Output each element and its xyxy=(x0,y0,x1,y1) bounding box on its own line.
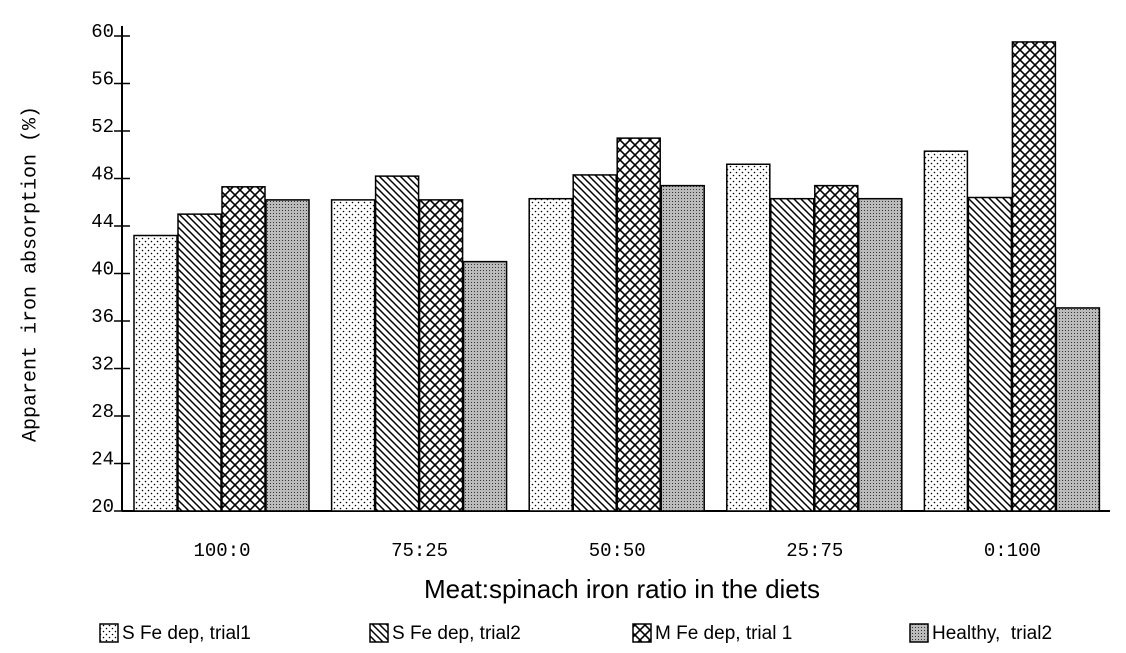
bar xyxy=(814,184,859,512)
bar xyxy=(462,260,508,512)
bar xyxy=(858,197,903,512)
x-tick-label: 75:25 xyxy=(391,540,448,562)
x-tick-label: 0:100 xyxy=(984,540,1041,562)
bar xyxy=(572,174,617,512)
bar xyxy=(528,197,573,512)
legend-label: S Fe dep, trial2 xyxy=(392,623,521,644)
bar xyxy=(1055,307,1101,512)
bar xyxy=(967,196,1013,512)
bar xyxy=(418,199,464,512)
x-axis-label: Meat:spinach iron ratio in the diets xyxy=(424,574,820,604)
bar xyxy=(660,184,705,512)
bar xyxy=(770,197,815,512)
y-tick-label: 56 xyxy=(91,69,114,91)
y-tick-label: 28 xyxy=(91,401,114,423)
bar xyxy=(1011,41,1057,512)
x-tick-label: 50:50 xyxy=(589,540,646,562)
y-tick-label: 36 xyxy=(91,306,114,328)
bar xyxy=(221,186,266,512)
x-tick-label: 25:75 xyxy=(786,540,843,562)
bar xyxy=(265,199,310,512)
y-tick-label: 40 xyxy=(91,259,114,281)
bar xyxy=(374,175,420,512)
x-tick-label: 100:0 xyxy=(193,540,250,562)
legend-label: S Fe dep, trial1 xyxy=(122,623,251,644)
y-tick-label: 32 xyxy=(91,354,114,376)
legend-swatch xyxy=(632,623,652,643)
bar xyxy=(616,137,661,512)
bar xyxy=(177,213,222,512)
legend-swatch xyxy=(99,623,119,643)
bar xyxy=(133,234,178,512)
y-tick-label: 24 xyxy=(91,449,114,471)
y-axis-label: Apparent iron absorption (%) xyxy=(19,106,42,442)
y-tick-label: 20 xyxy=(91,496,114,518)
y-tick-label: 44 xyxy=(91,211,114,233)
y-tick-label: 48 xyxy=(91,164,114,186)
bar xyxy=(330,199,376,512)
y-tick-label: 52 xyxy=(91,116,114,138)
legend-label: M Fe dep, trial 1 xyxy=(655,623,792,644)
bar xyxy=(923,150,969,512)
y-tick-label: 60 xyxy=(91,21,114,43)
legend-swatch xyxy=(909,623,929,643)
legend-label: Healthy, trial2 xyxy=(932,623,1052,644)
bar xyxy=(726,163,771,512)
legend-swatch xyxy=(369,623,389,643)
